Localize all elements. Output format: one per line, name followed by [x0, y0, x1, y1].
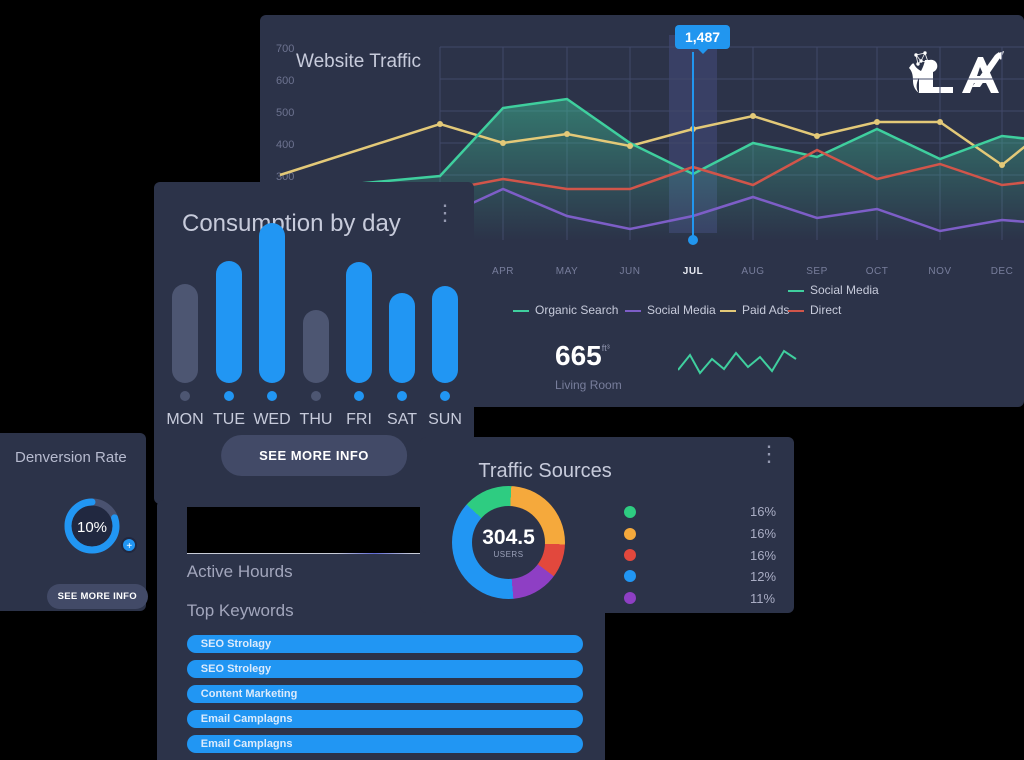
svg-text:10%: 10% [77, 519, 107, 536]
